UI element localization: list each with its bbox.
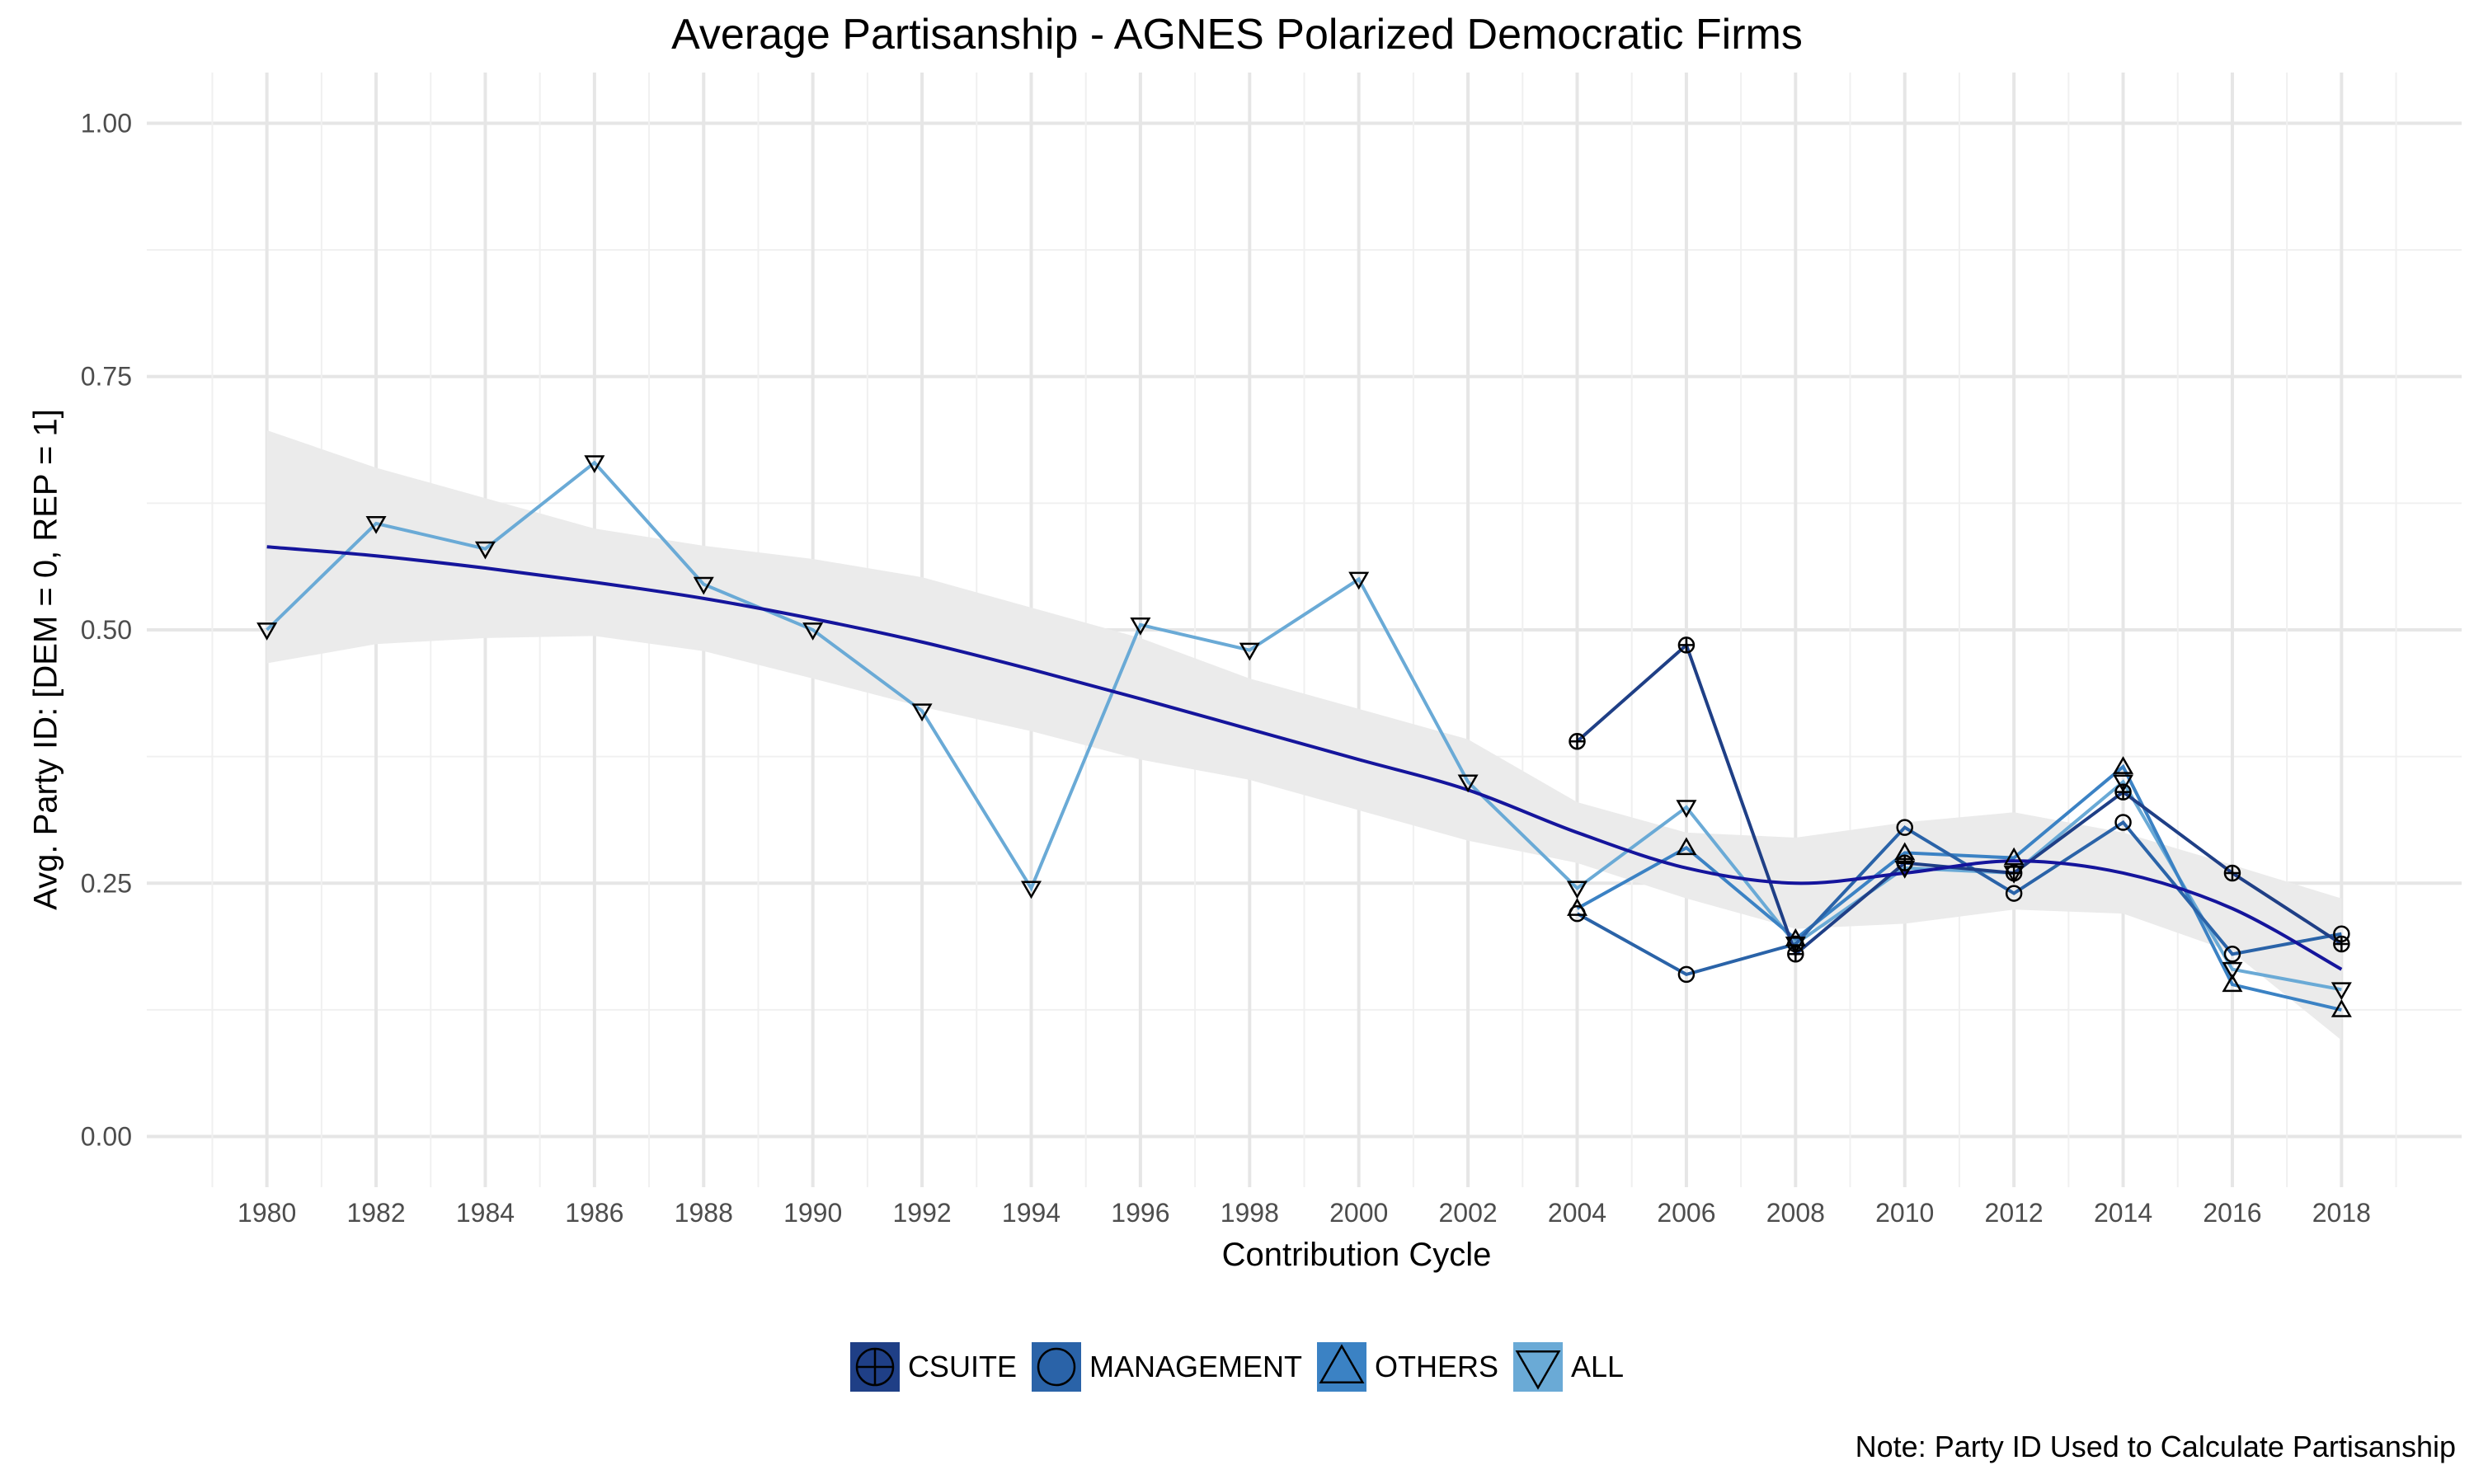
series-line-others — [1576, 763, 2342, 1012]
legend-label-management: MANAGEMENT — [1089, 1350, 1302, 1383]
series-lines — [266, 460, 2343, 1012]
point-all-2004 — [1567, 881, 1588, 899]
legend-key-all — [1512, 1342, 1563, 1392]
trend-line — [266, 545, 2343, 971]
point-all-1986 — [584, 455, 605, 474]
chart-title: Average Partisanship - AGNES Polarized D… — [671, 11, 1803, 59]
legend-item-all: ALL — [1512, 1342, 1625, 1392]
x-tick-label: 2004 — [1548, 1198, 1606, 1228]
legend-key-others — [1316, 1342, 1366, 1392]
point-others-2018 — [2331, 999, 2352, 1017]
x-tick-label: 2000 — [1329, 1198, 1388, 1228]
y-tick-label: 0.00 — [81, 1122, 132, 1152]
point-all-1984 — [474, 541, 496, 560]
y-axis-tick-labels: 0.00 0.25 0.50 0.75 1.00 — [81, 108, 132, 1151]
y-tick-label: 0.75 — [81, 362, 132, 392]
legend-marker-csuite — [855, 1347, 895, 1387]
legend-swatch — [1316, 1342, 1366, 1392]
point-all-2002 — [1457, 774, 1479, 793]
point-all-1992 — [911, 703, 933, 722]
point-csuite-2010 — [1896, 854, 1913, 871]
chart-note: Note: Party ID Used to Calculate Partisa… — [1855, 1430, 2456, 1463]
point-all-1990 — [802, 622, 824, 641]
x-tick-label: 2014 — [2094, 1198, 2152, 1228]
x-tick-label: 2010 — [1875, 1198, 1934, 1228]
point-management-2016 — [2223, 946, 2241, 963]
point-csuite-2014 — [2114, 783, 2132, 801]
point-management-2010 — [1896, 819, 1913, 836]
point-csuite-2018 — [2333, 935, 2350, 953]
point-all-1982 — [365, 516, 387, 534]
point-management-2012 — [2005, 885, 2023, 902]
legend-item-management: MANAGEMENT — [1031, 1342, 1302, 1392]
point-csuite-2006 — [1677, 636, 1696, 654]
x-tick-label: 1986 — [565, 1198, 623, 1228]
x-tick-label: 1998 — [1221, 1198, 1279, 1228]
point-all-2018 — [2331, 982, 2352, 1001]
point-all-1980 — [256, 622, 278, 641]
point-all-2014 — [2113, 774, 2134, 793]
point-all-2000 — [1348, 571, 1370, 590]
trend-confidence-band — [266, 430, 2342, 1040]
x-tick-label: 2002 — [1439, 1198, 1498, 1228]
y-tick-label: 1.00 — [81, 108, 132, 138]
point-management-2006 — [1677, 965, 1696, 984]
point-csuite-2016 — [2223, 864, 2241, 882]
x-tick-label: 1990 — [783, 1198, 842, 1228]
y-axis-label: Avg. Party ID: [DEM = 0, REP = 1] — [27, 409, 64, 910]
point-others-2016 — [2222, 974, 2243, 993]
legend-label-csuite: CSUITE — [907, 1350, 1017, 1383]
point-csuite-2012 — [2005, 864, 2023, 882]
x-tick-label: 1996 — [1111, 1198, 1169, 1228]
point-all-1994 — [1020, 881, 1042, 899]
point-all-2016 — [2222, 961, 2243, 980]
legend: CSUITE MANAGEMENT OTHERS ALL — [0, 1342, 2474, 1392]
point-csuite-2004 — [1569, 732, 1586, 750]
point-management-2014 — [2114, 814, 2132, 831]
legend-label-all: ALL — [1570, 1350, 1625, 1383]
point-all-1998 — [1239, 642, 1260, 661]
legend-marker-others — [1319, 1344, 1365, 1383]
legend-key-management — [1031, 1342, 1081, 1392]
legend-swatch — [1031, 1342, 1081, 1392]
x-tick-label: 2018 — [2312, 1198, 2371, 1228]
legend-marker-management — [1037, 1347, 1076, 1387]
x-tick-label: 2006 — [1657, 1198, 1715, 1228]
x-tick-label: 1984 — [456, 1198, 515, 1228]
y-tick-label: 0.25 — [81, 868, 132, 898]
x-tick-label: 1992 — [892, 1198, 951, 1228]
x-tick-label: 1994 — [1002, 1198, 1061, 1228]
series-markers — [256, 455, 2352, 1017]
series-line-management — [1576, 819, 2342, 977]
legend-item-csuite: CSUITE — [849, 1342, 1017, 1392]
x-tick-label: 2012 — [1985, 1198, 2044, 1228]
legend-label-others: OTHERS — [1374, 1350, 1498, 1383]
x-tick-label: 1980 — [238, 1198, 296, 1228]
x-axis-tick-labels: 1980 1982 1984 1986 1988 1990 1992 1994 1996 1998… — [238, 1198, 2371, 1228]
x-axis-label: Contribution Cycle — [1221, 1237, 1492, 1273]
point-all-1996 — [1130, 617, 1151, 636]
legend-marker-all — [1515, 1350, 1561, 1390]
point-others-2012 — [2003, 847, 2025, 866]
trend-path — [266, 545, 2343, 971]
point-management-2004 — [1569, 904, 1586, 923]
legend-key-csuite — [849, 1342, 900, 1392]
x-tick-label: 1982 — [346, 1198, 405, 1228]
point-others-2006 — [1676, 837, 1697, 856]
series-line-csuite — [1576, 641, 2343, 957]
legend-swatch — [1512, 1342, 1563, 1392]
confidence-band — [266, 430, 2342, 1040]
legend-item-others: OTHERS — [1316, 1342, 1498, 1392]
point-others-2014 — [2113, 756, 2134, 774]
point-all-2006 — [1676, 800, 1697, 818]
y-tick-label: 0.50 — [81, 615, 132, 645]
x-tick-label: 1988 — [675, 1198, 733, 1228]
point-all-1988 — [693, 576, 714, 595]
point-csuite-2008 — [1787, 946, 1804, 963]
x-tick-label: 2016 — [2203, 1198, 2261, 1228]
x-tick-label: 2008 — [1766, 1198, 1825, 1228]
